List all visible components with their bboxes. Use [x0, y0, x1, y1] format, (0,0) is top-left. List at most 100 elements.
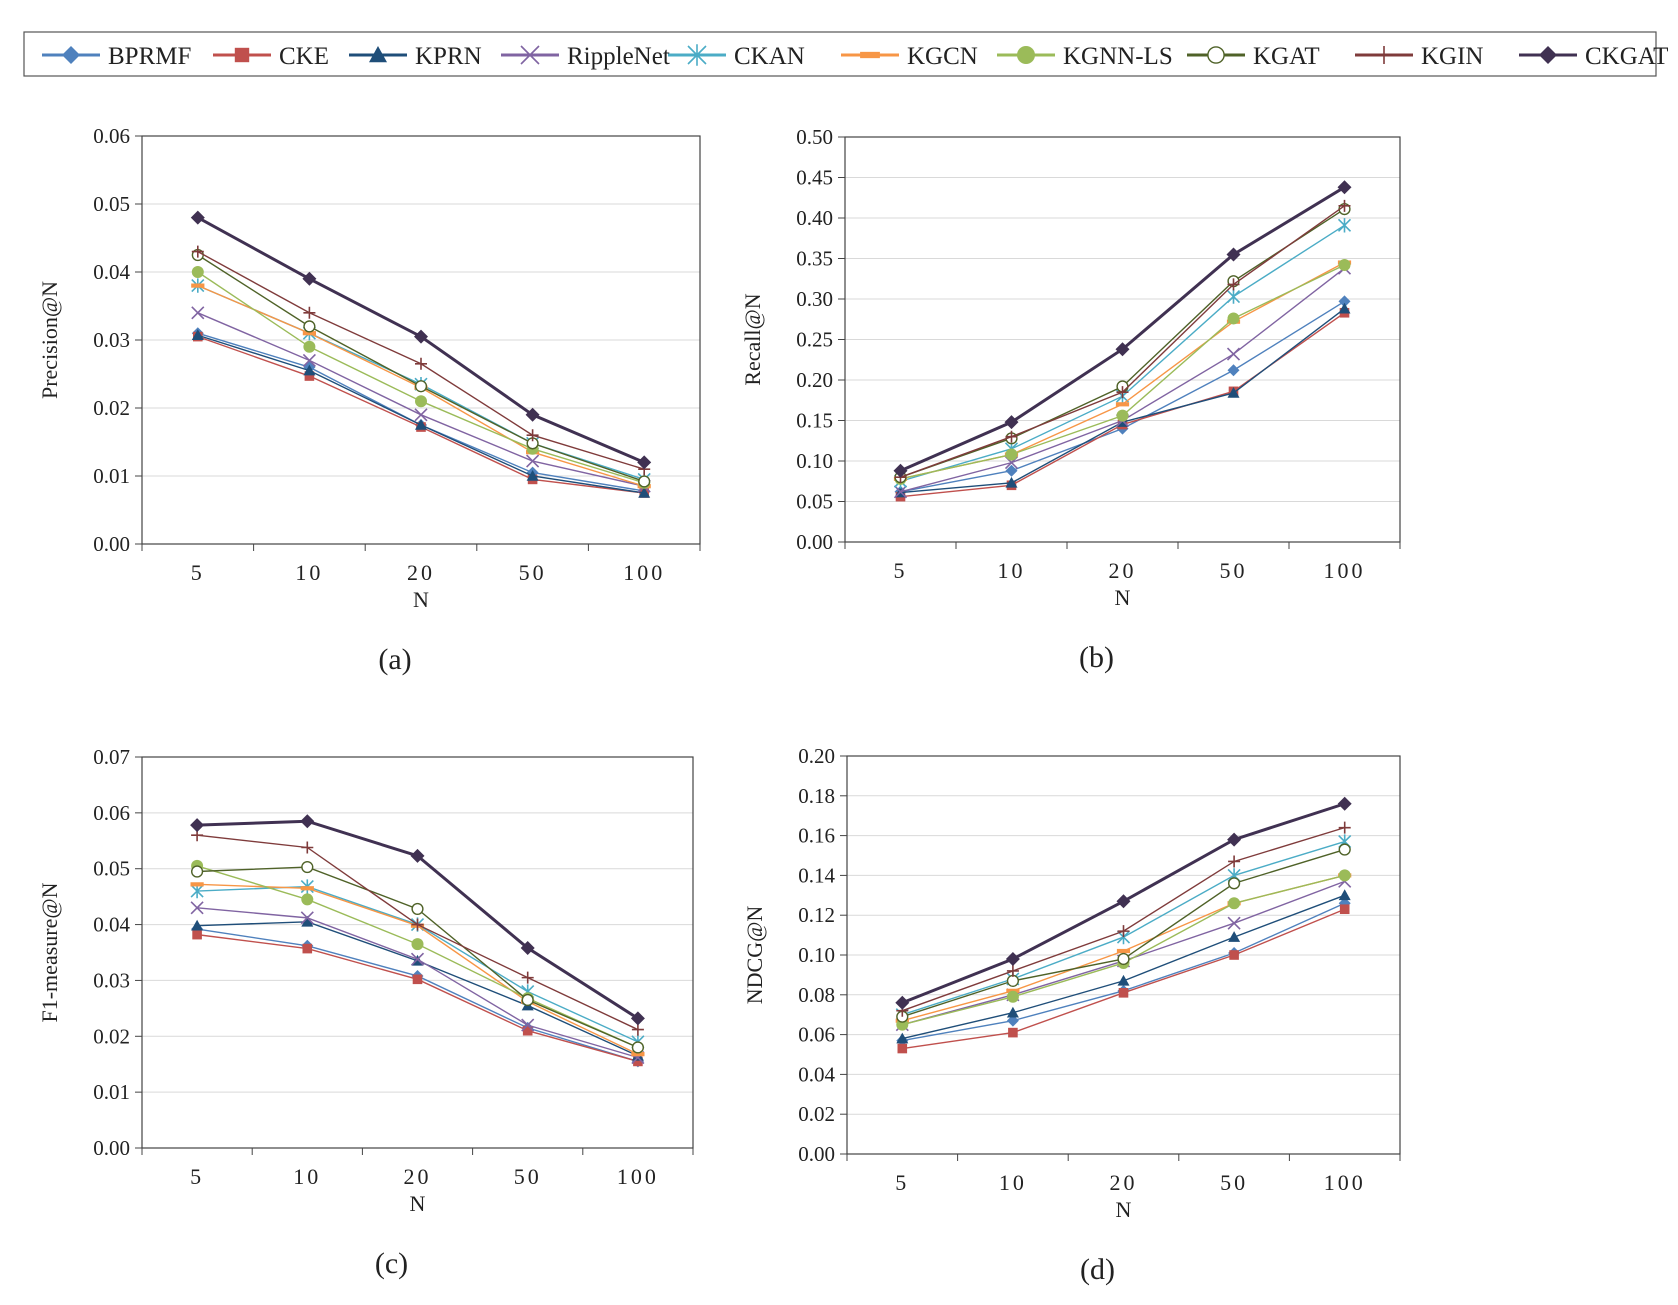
data-point-kgnn-ls: [1228, 897, 1241, 910]
legend-item-kgat: KGAT: [1187, 43, 1320, 70]
data-point-ckgat: [300, 814, 315, 829]
series-line-kgin: [197, 834, 639, 1031]
series-line-kgin: [900, 205, 1345, 478]
y-tick-label: 0.40: [796, 206, 833, 230]
y-tick-label: 0.05: [93, 857, 130, 881]
legend-item-ckan: CKAN: [668, 43, 805, 70]
y-tick-label: 0.07: [93, 745, 130, 769]
legend-marker-ckan: [687, 44, 707, 66]
x-tick-label: 10: [295, 560, 323, 585]
x-tick-label: 50: [514, 1164, 542, 1189]
x-tick-label: 50: [1220, 1170, 1248, 1195]
legend-marker-cke: [234, 47, 250, 63]
data-point-cke: [1229, 950, 1239, 960]
data-point-kgin: [411, 918, 424, 931]
chart-panels: 0.00 0.01 0.02 0.03 0.04 0.05 0.06 5 10 20 50 100 N P…: [37, 124, 1401, 1286]
data-point-ripplenet: [1227, 916, 1241, 930]
legend-label-ckan: CKAN: [734, 43, 805, 70]
data-point-bprmf: [1006, 1014, 1019, 1027]
data-point-kgin: [521, 971, 534, 984]
data-point-ckgat: [414, 329, 428, 344]
x-axis-title: N: [413, 587, 429, 612]
data-point-bprmf: [1227, 364, 1240, 377]
legend-marker-kgnn-ls: [1017, 46, 1035, 64]
data-point-ckgat: [1115, 342, 1130, 357]
y-tick-label: 0.30: [796, 287, 833, 311]
data-point-ckan: [1337, 218, 1352, 233]
y-tick-label: 0.10: [796, 449, 833, 473]
series-kgin: [191, 829, 644, 1036]
data-point-kgcn: [190, 882, 204, 887]
data-point-kgnn-ls: [1006, 990, 1019, 1003]
data-point-kgat: [1227, 877, 1241, 890]
data-point-kgat: [638, 475, 651, 488]
x-tick-label: 100: [1324, 1170, 1366, 1195]
legend-marker-kgin: [1375, 46, 1393, 64]
data-point-kgin: [1006, 964, 1019, 977]
y-axis-title: NDCG@N: [742, 906, 767, 1005]
data-point-kprn: [191, 919, 204, 931]
legend-label-cke: CKE: [279, 43, 329, 70]
data-point-ckgat: [1226, 247, 1241, 262]
series-kgin: [191, 245, 651, 476]
chart-panel-a: 0.00 0.01 0.02 0.03 0.04 0.05 0.06 5 10 20 50 100 N P…: [37, 124, 701, 676]
data-point-cke: [1008, 1027, 1018, 1038]
data-point-kgin: [1338, 821, 1351, 834]
data-point-kgat: [303, 320, 316, 333]
data-point-kgnn-ls: [1338, 258, 1351, 271]
data-point-kprn: [191, 329, 204, 341]
y-tick-label: 0.14: [798, 863, 835, 887]
data-point-kprn: [303, 364, 316, 376]
data-point-ckgat: [410, 848, 425, 863]
series-kgnn-ls: [894, 258, 1351, 485]
plot-area-frame: [141, 756, 694, 1149]
y-tick-label: 0.02: [93, 1024, 130, 1048]
x-axis-title: N: [410, 1191, 426, 1216]
series-kgcn: [893, 260, 1352, 481]
data-point-kprn: [896, 1032, 909, 1044]
data-point-ckgat: [1004, 415, 1019, 430]
y-tick-label: 0.20: [798, 744, 835, 768]
data-point-kgin: [1116, 386, 1129, 399]
data-point-kgcn: [300, 886, 314, 891]
data-point-cke: [633, 1056, 643, 1067]
data-point-kgnn-ls: [191, 266, 204, 278]
y-axis-title: Precision@N: [37, 281, 62, 399]
y-tick-label: 0.20: [796, 368, 833, 392]
y-tick-label: 0.00: [798, 1142, 835, 1166]
series-ckgat: [895, 796, 1352, 1010]
series-ripplenet: [190, 901, 645, 1065]
data-point-kgin: [1338, 199, 1351, 212]
data-point-ripplenet: [414, 408, 428, 422]
data-point-kgin: [1005, 430, 1018, 443]
y-tick-label: 0.02: [798, 1102, 835, 1126]
legend-item-kgcn: KGCN: [841, 43, 978, 70]
data-point-kgin: [1228, 855, 1241, 868]
data-point-ckgat: [190, 818, 205, 833]
x-tick-label: 10: [293, 1164, 321, 1189]
x-tick-label: 5: [190, 1164, 204, 1189]
series-line-bprmf: [902, 902, 1345, 1042]
data-point-ripplenet: [191, 306, 205, 320]
y-tick-label: 0.04: [93, 913, 130, 937]
legend-label-kprn: KPRN: [415, 43, 482, 70]
data-point-kgnn-ls: [411, 938, 424, 951]
data-point-kgcn: [631, 1052, 645, 1057]
legend-label-kgat: KGAT: [1253, 43, 1320, 70]
legend-item-ckgat: CKGAT: [1519, 43, 1668, 70]
panel-label: (c): [375, 1247, 408, 1280]
y-tick-label: 0.05: [93, 192, 130, 216]
data-point-kgat: [631, 1041, 645, 1054]
data-point-kprn: [1006, 1006, 1019, 1018]
data-point-kgat: [1338, 843, 1351, 856]
data-point-kgat: [1006, 974, 1020, 987]
data-point-ckgat: [525, 407, 540, 422]
y-tick-label: 0.06: [93, 124, 130, 148]
legend-item-kprn: KPRN: [349, 43, 482, 70]
data-point-kgcn: [302, 331, 316, 336]
data-point-cke: [304, 371, 315, 381]
data-point-kprn: [415, 419, 427, 430]
data-point-ckgat: [1227, 832, 1242, 847]
data-point-kgat: [411, 902, 424, 916]
